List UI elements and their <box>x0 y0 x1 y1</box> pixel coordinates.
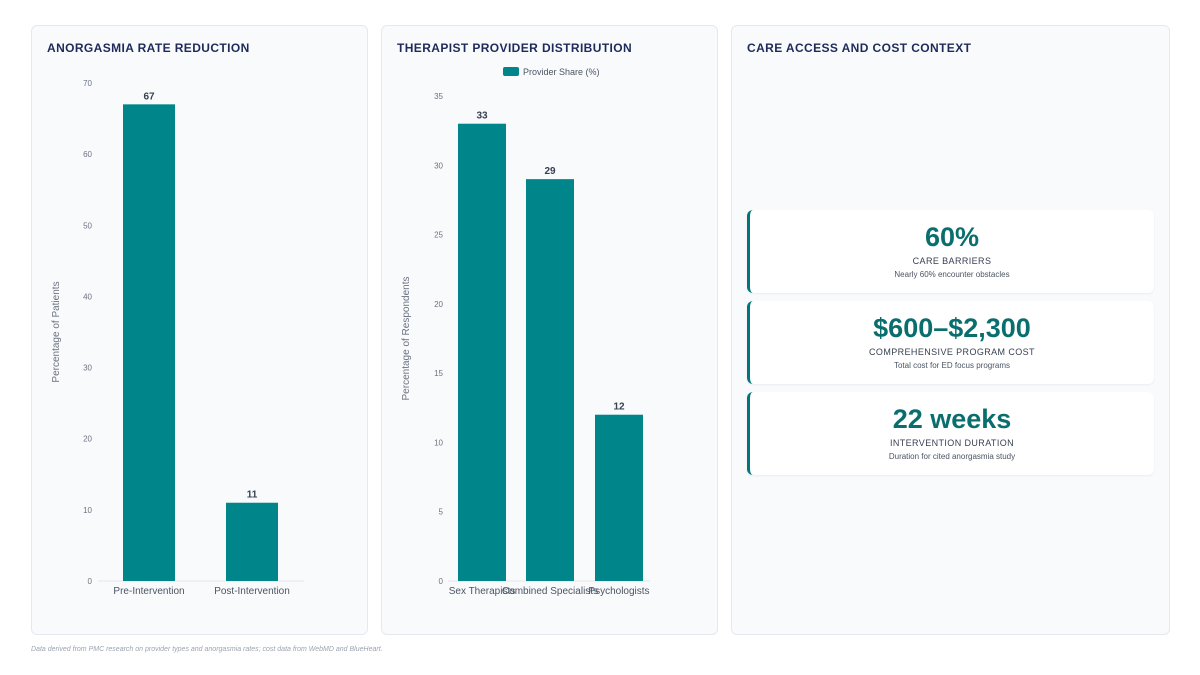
context-title: CARE ACCESS AND COST CONTEXT <box>747 41 972 55</box>
bar <box>595 414 643 581</box>
legend-swatch <box>503 67 519 76</box>
y-tick-label: 10 <box>83 506 92 515</box>
anorgasmia-bar-chart: 0 10 20 30 40 50 60 70 Percentage of Patients 67 P… <box>51 79 304 597</box>
y-tick-label: 15 <box>434 369 443 378</box>
y-tick-label: 5 <box>439 508 444 517</box>
y-tick-label: 20 <box>434 300 443 309</box>
data-label: 67 <box>143 91 155 102</box>
x-tick-label: Pre-Intervention <box>113 586 184 597</box>
stat-card-program-cost: $600–$2,300 COMPREHENSIVE PROGRAM COST T… <box>747 301 1154 384</box>
y-axis-title: Percentage of Respondents <box>401 277 412 401</box>
x-tick-label: Psychologists <box>588 586 649 597</box>
bar <box>526 179 574 581</box>
stat-label: COMPREHENSIVE PROGRAM COST <box>869 347 1035 357</box>
x-tick-label: Sex Therapists <box>449 586 516 597</box>
y-tick-label: 10 <box>434 438 443 447</box>
y-tick-label: 35 <box>434 92 443 101</box>
bar <box>226 502 278 581</box>
stat-value: 60% <box>924 222 980 252</box>
y-tick-label: 25 <box>434 231 443 240</box>
provider-bar-chart: 0 5 10 15 20 25 30 35 Percentage of Respondents 3… <box>401 67 650 597</box>
bar <box>458 123 506 581</box>
data-label: 12 <box>613 402 625 413</box>
provider-chart-panel: THERAPIST PROVIDER DISTRIBUTION 0 5 10 15 20… <box>381 25 718 635</box>
care-context-panel: CARE ACCESS AND COST CONTEXT 60% CARE BA… <box>731 25 1170 635</box>
stat-description: Total cost for ED focus programs <box>893 361 1011 370</box>
x-tick-label: Post-Intervention <box>214 586 290 597</box>
y-tick-label: 60 <box>83 150 92 159</box>
stat-value: $600–$2,300 <box>873 313 1031 343</box>
y-axis-title: Percentage of Patients <box>51 281 62 382</box>
source-footnote: Data derived from PMC research on provid… <box>31 646 383 653</box>
stat-card-intervention-duration: 22 weeks INTERVENTION DURATION Duration … <box>747 392 1154 475</box>
anorgasmia-chart-panel: ANORGASMIA RATE REDUCTION 0 10 20 30 40 50 60 7… <box>31 25 368 635</box>
y-tick-label: 30 <box>83 364 92 373</box>
y-tick-label: 70 <box>83 79 92 88</box>
chart-title: THERAPIST PROVIDER DISTRIBUTION <box>397 41 633 55</box>
data-label: 29 <box>544 166 556 177</box>
legend-label: Provider Share (%) <box>523 67 600 77</box>
y-tick-label: 40 <box>83 292 92 301</box>
y-tick-label: 0 <box>88 577 93 586</box>
x-tick-label: Combined Specialists <box>502 586 598 597</box>
y-tick-label: 0 <box>439 577 444 586</box>
data-label: 11 <box>247 490 258 501</box>
chart-title: ANORGASMIA RATE REDUCTION <box>47 41 250 55</box>
stat-value: 22 weeks <box>892 404 1012 434</box>
y-tick-label: 30 <box>434 161 443 170</box>
bar <box>123 104 175 581</box>
stat-card-care-barriers: 60% CARE BARRIERS Nearly 60% encounter o… <box>747 210 1154 293</box>
stat-description: Nearly 60% encounter obstacles <box>894 270 1010 279</box>
y-tick-label: 20 <box>83 435 92 444</box>
stat-label: CARE BARRIERS <box>912 256 992 266</box>
stat-description: Duration for cited anorgasmia study <box>888 452 1016 461</box>
stat-label: INTERVENTION DURATION <box>889 438 1015 448</box>
y-tick-label: 50 <box>83 221 92 230</box>
data-label: 33 <box>476 111 488 122</box>
